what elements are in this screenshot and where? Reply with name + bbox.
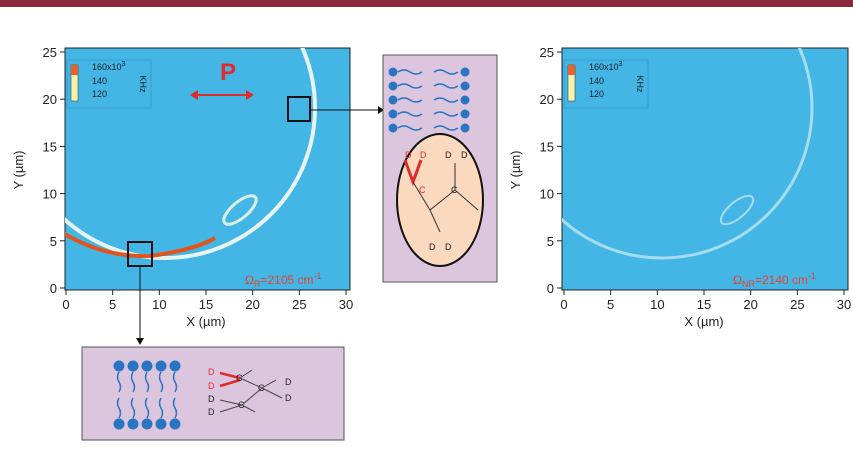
x-tick-label: 30 <box>837 297 851 312</box>
y-tick-label: 20 <box>540 92 554 107</box>
y-tick-label: 0 <box>547 281 554 296</box>
colorbar-unit: KHz <box>138 75 148 93</box>
x-axis-label: X (µm) <box>684 314 723 329</box>
x-tick-label: 30 <box>339 297 353 312</box>
colorbar-label: 120 <box>589 89 604 99</box>
x-axis-label: X (µm) <box>186 314 225 329</box>
atom: D <box>208 381 215 391</box>
y-tick-label: 25 <box>540 45 554 60</box>
y-axis-label: Y (µm) <box>11 150 26 189</box>
atom: D <box>285 393 292 403</box>
y-tick-label: 5 <box>547 234 554 249</box>
y-tick-label: 25 <box>43 45 57 60</box>
panel-2: 160x103 140 120 KHz ΩNR=2140 cm-1 <box>512 0 848 290</box>
x-tick-label: 10 <box>152 297 166 312</box>
colorbar-label: 160x103 <box>589 61 623 72</box>
inset-bottom: D D C C C D D D D <box>82 347 344 440</box>
atom: C <box>258 383 265 393</box>
atom: D <box>208 367 215 377</box>
figure: 160x103 140 120 KHz P ΩR=2105 cm-1 160x1… <box>0 0 853 452</box>
colorbar-label: 160x103 <box>92 61 126 72</box>
atom: C <box>236 373 243 383</box>
atom: D <box>285 377 292 387</box>
y-tick-label: 10 <box>540 187 554 202</box>
colorbar-label: 140 <box>589 76 604 86</box>
x-tick-label: 15 <box>697 297 711 312</box>
atom: D <box>208 394 215 404</box>
polarization: P <box>220 59 236 86</box>
atom: C <box>451 185 458 195</box>
x-tick-label: 25 <box>292 297 306 312</box>
y-tick-label: 0 <box>50 281 57 296</box>
colorbar-label: 140 <box>92 76 107 86</box>
y-tick-label: 20 <box>43 92 57 107</box>
x-tick-label: 20 <box>245 297 259 312</box>
x-tick-label: 20 <box>743 297 757 312</box>
y-tick-label: 5 <box>50 234 57 249</box>
x-tick-label: 5 <box>109 297 116 312</box>
atom: D <box>208 407 215 417</box>
colorbar-unit: KHz <box>635 75 645 93</box>
x-tick-label: 15 <box>199 297 213 312</box>
x-tick-label: 10 <box>650 297 664 312</box>
x-tick-label: 5 <box>607 297 614 312</box>
atom: D <box>461 150 468 160</box>
panel-1: 160x103 140 120 KHz P ΩR=2105 cm-1 <box>15 0 384 345</box>
colorbar-label: 120 <box>92 89 107 99</box>
x-tick-label: 0 <box>62 297 69 312</box>
y-tick-label: 10 <box>43 187 57 202</box>
atom: D <box>405 150 412 160</box>
atom: D <box>445 150 452 160</box>
atom: D <box>445 242 452 252</box>
atom: C <box>419 185 426 195</box>
top-rule <box>0 0 853 7</box>
atom: D <box>429 242 436 252</box>
x-tick-label: 0 <box>560 297 567 312</box>
inset-right: D D D D C C D D <box>383 55 497 282</box>
y-tick-label: 15 <box>540 139 554 154</box>
atom: D <box>420 150 427 160</box>
x-tick-label: 25 <box>790 297 804 312</box>
atom: C <box>238 400 245 410</box>
y-axis-label: Y (µm) <box>508 150 523 189</box>
y-tick-label: 15 <box>43 139 57 154</box>
